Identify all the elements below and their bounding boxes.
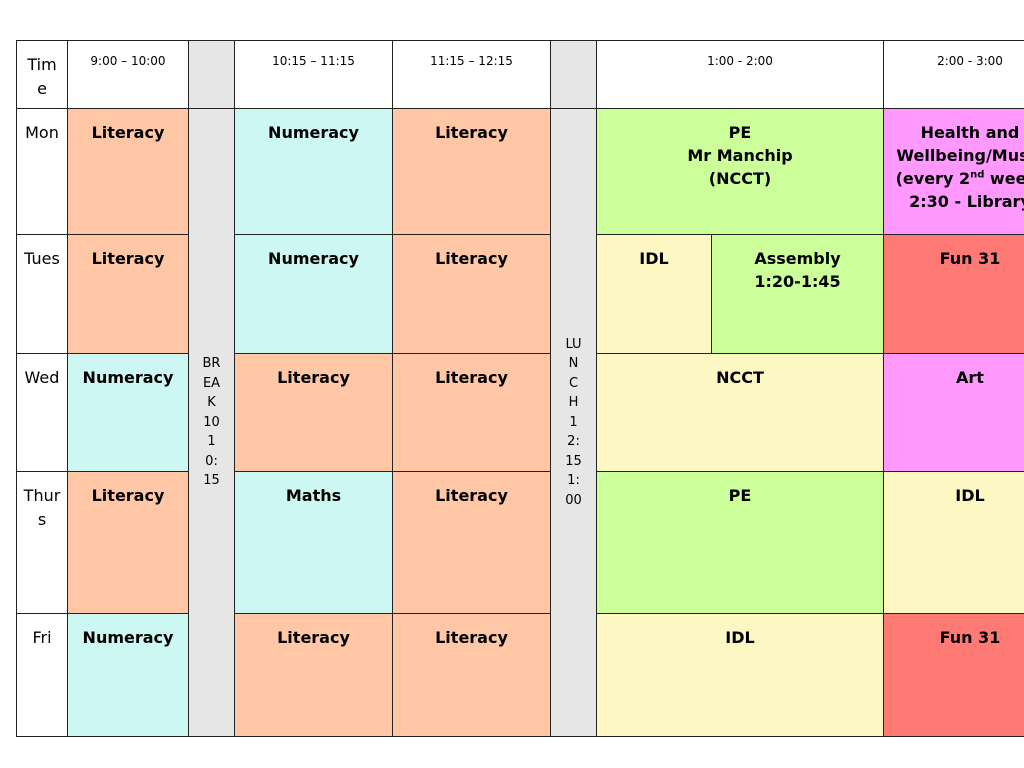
break-column: BREAK 10 10:15 xyxy=(189,109,235,737)
timetable: Time 9:00 – 10:00 10:15 – 11:15 11:15 – … xyxy=(16,40,1024,737)
lunch-header xyxy=(551,41,597,109)
lunch-label: LUNCH 12:15 1:00 xyxy=(565,336,582,508)
day-thu: Thurs xyxy=(17,472,68,614)
day-fri: Fri xyxy=(17,614,68,737)
mon-hw-line1: Health and xyxy=(920,123,1020,142)
thu-pe: PE xyxy=(597,472,884,614)
fri-slot-3: Literacy xyxy=(393,614,551,737)
slot-header-2: 10:15 – 11:15 xyxy=(235,41,393,109)
day-mon: Mon xyxy=(17,109,68,235)
tue-slot-3: Literacy xyxy=(393,235,551,354)
lunch-column: LUNCH 12:15 1:00 xyxy=(551,109,597,737)
thu-slot-2: Maths xyxy=(235,472,393,614)
wed-slot-3: Literacy xyxy=(393,354,551,472)
time-header: Time xyxy=(17,41,68,109)
mon-hw-sup: nd xyxy=(970,169,985,181)
tue-assembly-line1: Assembly xyxy=(754,249,841,268)
thu-slot-1: Literacy xyxy=(68,472,189,614)
mon-hw-line2: Wellbeing/Music xyxy=(896,146,1024,165)
fri-slot-1: Numeracy xyxy=(68,614,189,737)
slot-header-4: 1:00 - 2:00 xyxy=(597,41,884,109)
mon-pe-line1: PE xyxy=(728,123,752,142)
mon-hw-line4: 2:30 - Library xyxy=(909,192,1024,211)
tue-slot-2: Numeracy xyxy=(235,235,393,354)
mon-health-wellbeing: Health and Wellbeing/Music (every 2nd we… xyxy=(884,109,1024,235)
tue-fun31: Fun 31 xyxy=(884,235,1024,354)
mon-pe: PE Mr Manchip (NCCT) xyxy=(597,109,884,235)
wed-slot-2: Literacy xyxy=(235,354,393,472)
wed-slot-1: Numeracy xyxy=(68,354,189,472)
mon-hw-post: week) xyxy=(989,169,1024,188)
wed-ncct: NCCT xyxy=(597,354,884,472)
slot-header-1: 9:00 – 10:00 xyxy=(68,41,189,109)
mon-hw-line3: (every 2nd week) xyxy=(884,167,1024,190)
thu-slot-3: Literacy xyxy=(393,472,551,614)
break-label: BREAK 10 10:15 xyxy=(202,356,221,489)
tue-idl: IDL xyxy=(597,235,712,354)
mon-slot-3: Literacy xyxy=(393,109,551,235)
wed-art: Art xyxy=(884,354,1024,472)
tue-slot-1: Literacy xyxy=(68,235,189,354)
break-header xyxy=(189,41,235,109)
tue-assembly: Assembly 1:20-1:45 xyxy=(712,235,884,354)
mon-hw-pre: (every 2 xyxy=(895,169,971,188)
thu-idl: IDL xyxy=(884,472,1024,614)
slot-header-3: 11:15 – 12:15 xyxy=(393,41,551,109)
fri-idl: IDL xyxy=(597,614,884,737)
mon-pe-line3: (NCCT) xyxy=(708,169,772,188)
fri-slot-2: Literacy xyxy=(235,614,393,737)
mon-pe-line2: Mr Manchip xyxy=(687,146,793,165)
tue-assembly-line2: 1:20-1:45 xyxy=(754,272,841,291)
mon-slot-1: Literacy xyxy=(68,109,189,235)
fri-fun31: Fun 31 xyxy=(884,614,1024,737)
day-tue: Tues xyxy=(17,235,68,354)
mon-slot-2: Numeracy xyxy=(235,109,393,235)
day-wed: Wed xyxy=(17,354,68,472)
slot-header-5: 2:00 - 3:00 xyxy=(884,41,1024,109)
